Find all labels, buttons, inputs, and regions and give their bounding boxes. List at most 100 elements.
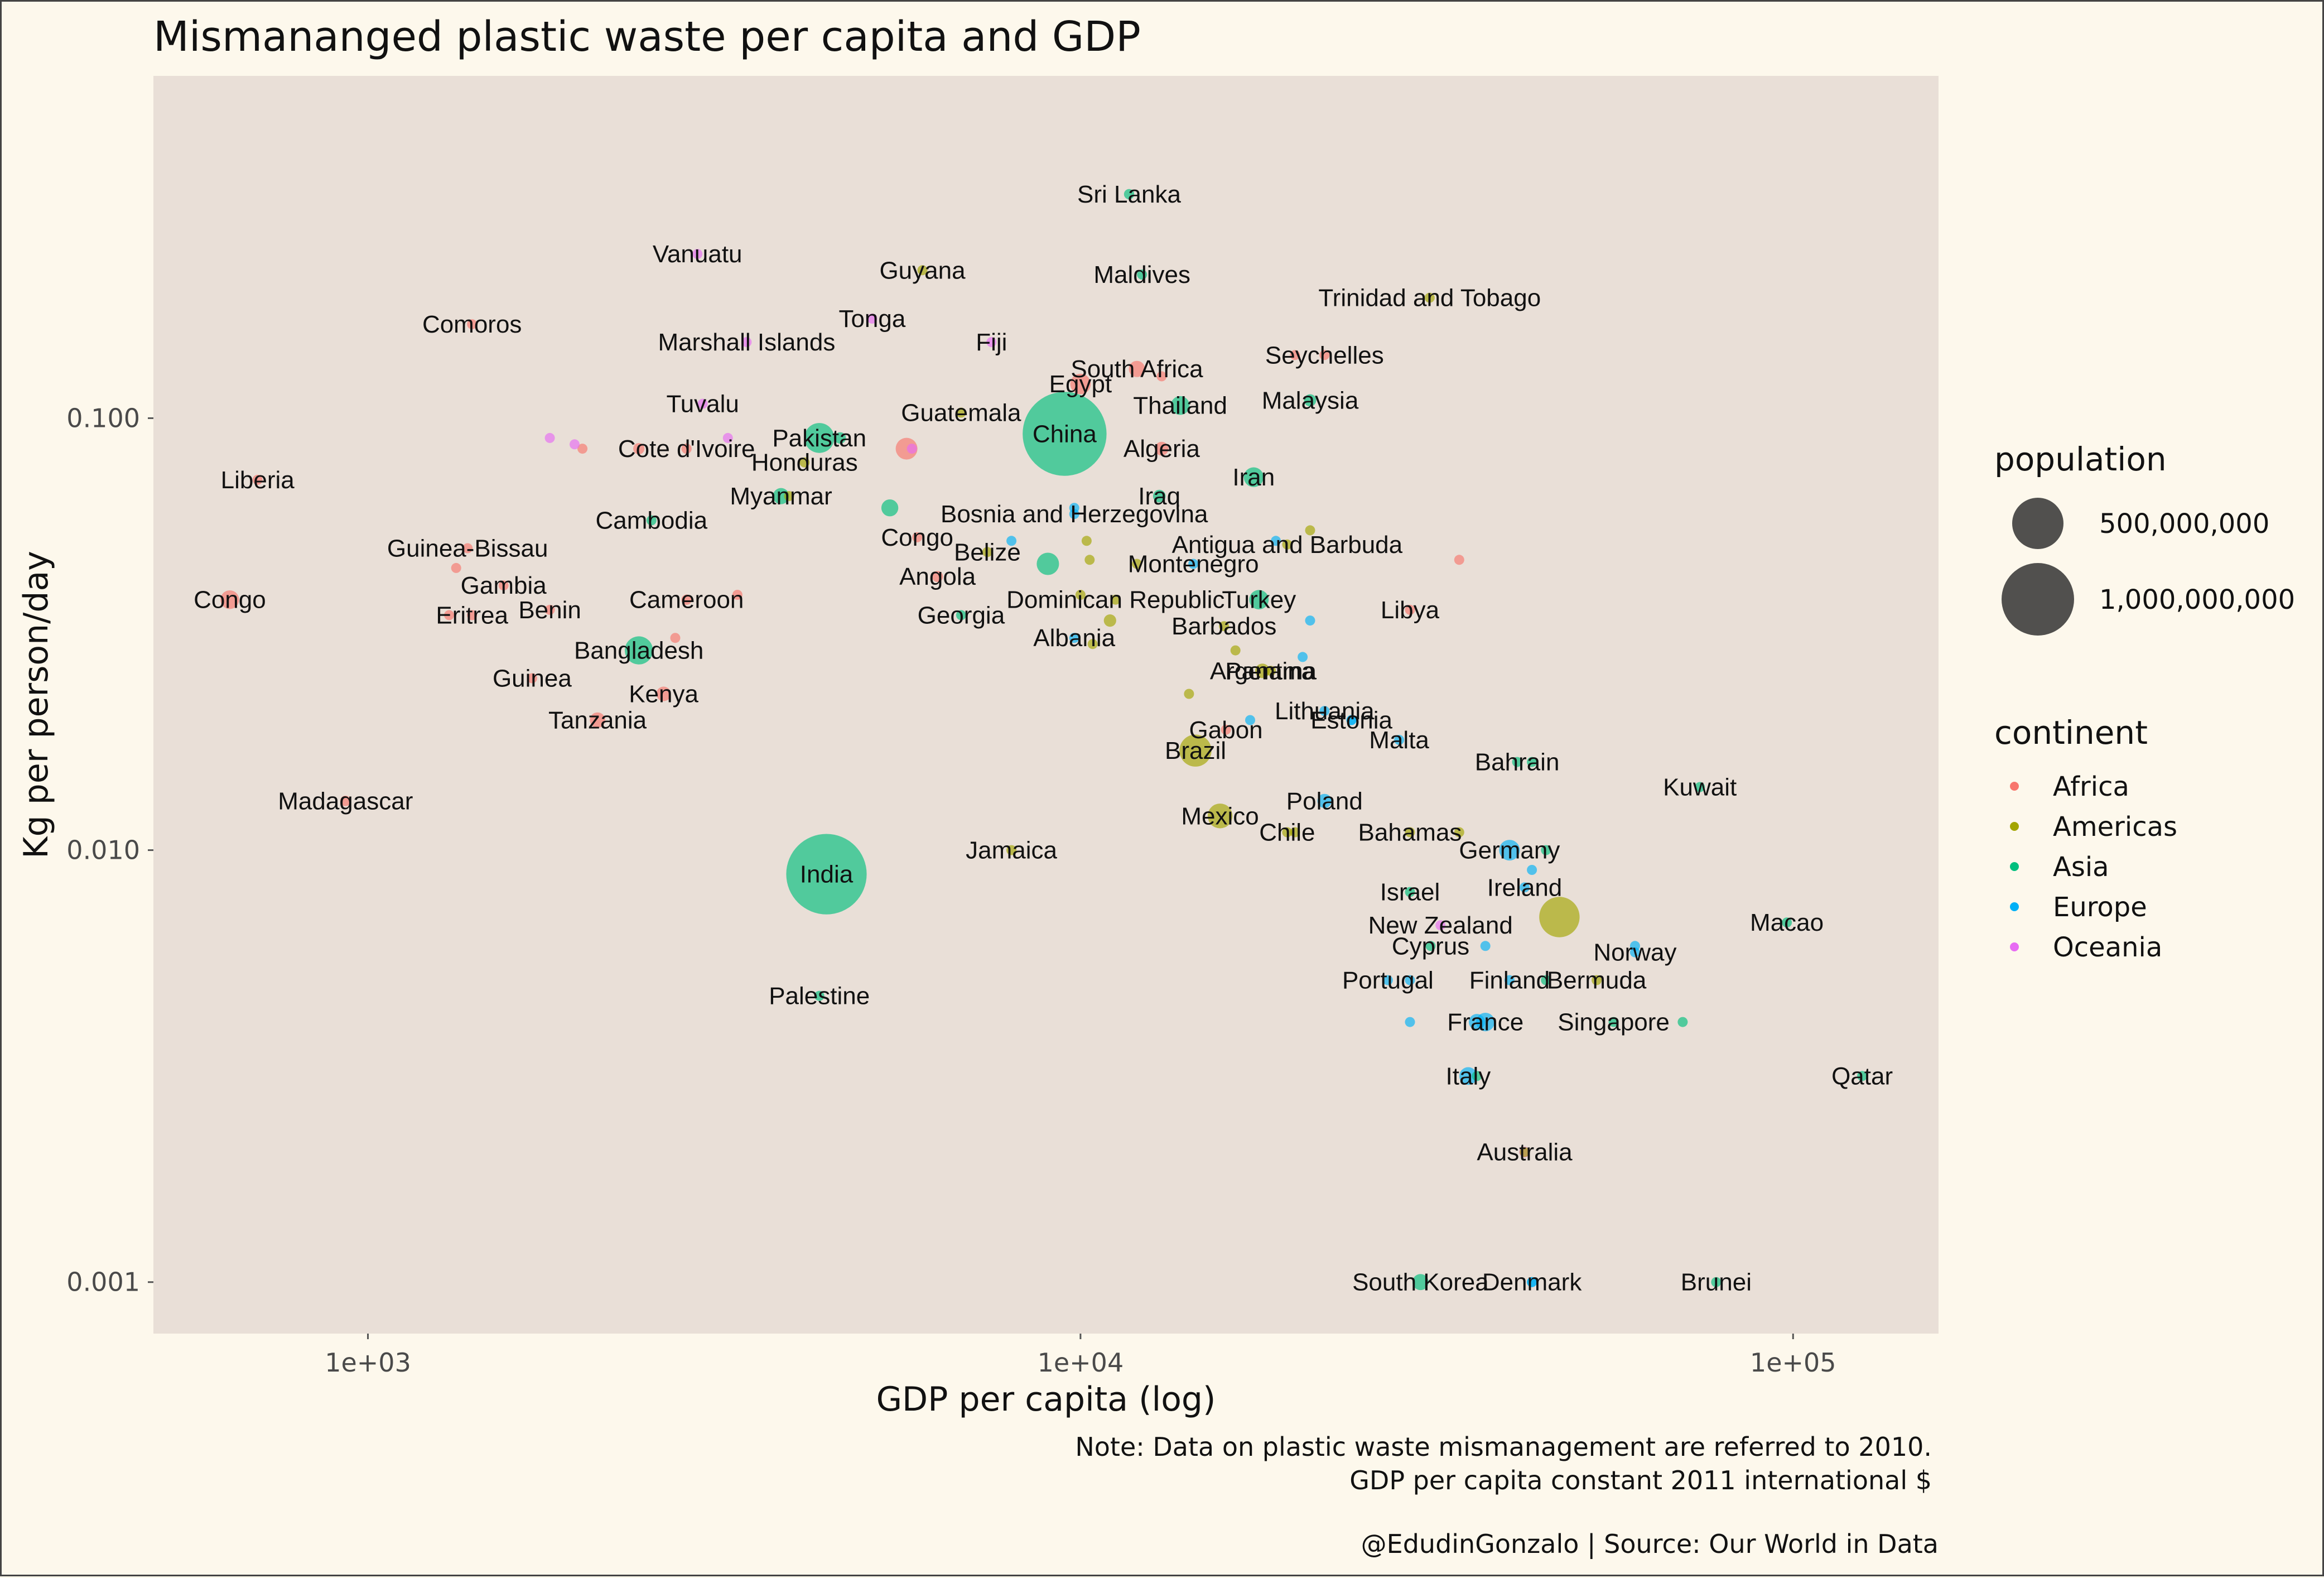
x-axis-title: GDP per capita (log) bbox=[876, 1380, 1216, 1419]
data-point bbox=[1230, 645, 1241, 656]
y-tick-label: 0.100 bbox=[66, 403, 140, 433]
point-label: Comoros bbox=[422, 311, 522, 338]
data-point bbox=[467, 319, 478, 330]
point-label: Gambia bbox=[461, 572, 547, 599]
data-point bbox=[732, 590, 742, 600]
data-point bbox=[1527, 1277, 1537, 1287]
data-point bbox=[1188, 559, 1199, 569]
data-point bbox=[1677, 1017, 1688, 1027]
point-label: Brunei bbox=[1681, 1269, 1752, 1296]
data-point bbox=[252, 474, 263, 485]
point-label: Barbados bbox=[1171, 613, 1276, 640]
data-point bbox=[1629, 941, 1640, 951]
point-label: Liberia bbox=[221, 466, 295, 494]
data-point bbox=[1592, 975, 1602, 985]
point-label: South Africa bbox=[1071, 355, 1203, 383]
legend-size-label: 500,000,000 bbox=[2099, 508, 2269, 540]
data-point bbox=[1405, 887, 1415, 897]
point-label: Thailand bbox=[1133, 392, 1227, 420]
data-point bbox=[1110, 594, 1121, 605]
data-point bbox=[1069, 633, 1079, 643]
point-label: Benin bbox=[518, 596, 581, 624]
point-label: Libya bbox=[1381, 596, 1440, 624]
data-point bbox=[590, 712, 605, 728]
point-label: South Korea bbox=[1352, 1269, 1489, 1296]
point-label: Eritrea bbox=[436, 602, 508, 629]
point-label: Egypt bbox=[1049, 371, 1112, 398]
data-point bbox=[625, 636, 653, 665]
data-point bbox=[1319, 706, 1330, 716]
note-line-2: GDP per capita constant 2011 internation… bbox=[1349, 1465, 1932, 1495]
point-label: Cambodia bbox=[596, 507, 708, 535]
legend-continent: continent Africa Americas Asia Europe Oceani… bbox=[1994, 714, 2177, 963]
data-point bbox=[1081, 536, 1092, 546]
point-label: Cameroon bbox=[629, 586, 744, 614]
legend-size-circle bbox=[2002, 563, 2074, 636]
data-point bbox=[544, 432, 555, 443]
legend-continent-title: continent bbox=[1994, 714, 2148, 752]
data-point bbox=[670, 633, 681, 643]
data-point bbox=[1179, 734, 1212, 767]
data-point bbox=[451, 562, 461, 573]
data-point bbox=[1469, 1014, 1485, 1031]
chart-title: Mismananged plastic waste per capita and… bbox=[153, 13, 1141, 61]
data-point bbox=[956, 407, 966, 418]
data-point bbox=[799, 457, 810, 468]
point-label: Trinidad and Tobago bbox=[1318, 285, 1541, 312]
data-point bbox=[1282, 827, 1293, 838]
point-label: Germany bbox=[1459, 837, 1560, 864]
x-tick-label: 1e+03 bbox=[325, 1348, 411, 1378]
point-label: Tonga bbox=[838, 305, 905, 333]
data-point bbox=[1504, 975, 1515, 985]
point-label: Cote d'Ivoire bbox=[618, 435, 755, 463]
points-layer bbox=[220, 189, 1868, 1291]
data-point bbox=[1541, 845, 1551, 855]
point-label: Belize bbox=[954, 538, 1021, 566]
data-point bbox=[986, 337, 997, 348]
point-label: Guinea bbox=[493, 665, 572, 692]
point-label: Qatar bbox=[1831, 1062, 1893, 1090]
data-point bbox=[527, 673, 537, 684]
data-point bbox=[895, 437, 918, 460]
point-label: Gabon bbox=[1189, 716, 1263, 744]
point-label: Angola bbox=[899, 563, 976, 590]
data-point bbox=[1087, 639, 1098, 650]
point-label: Cyprus bbox=[1392, 932, 1469, 960]
data-point bbox=[982, 547, 992, 557]
data-point bbox=[1346, 715, 1357, 725]
legend-continent-label: Europe bbox=[2053, 892, 2147, 923]
data-point bbox=[1539, 897, 1580, 937]
x-axis-ticks: 1e+03 1e+04 1e+05 bbox=[325, 1334, 1836, 1378]
point-label: Ireland bbox=[1487, 874, 1563, 901]
data-point bbox=[1170, 396, 1190, 415]
data-point bbox=[1435, 920, 1446, 931]
data-point bbox=[1156, 371, 1167, 382]
point-label: Antigua and Barbuda bbox=[1172, 531, 1403, 559]
data-point bbox=[681, 594, 692, 605]
point-label: Turkey bbox=[1222, 586, 1296, 614]
point-label: Dominican Republic bbox=[1006, 586, 1224, 614]
data-point bbox=[340, 796, 351, 806]
point-label: Honduras bbox=[751, 449, 858, 477]
data-point bbox=[1499, 840, 1520, 861]
data-point bbox=[1412, 1274, 1429, 1291]
data-point bbox=[570, 439, 580, 450]
data-point bbox=[544, 604, 555, 615]
point-label: Denmark bbox=[1482, 1269, 1582, 1296]
point-label: Guyana bbox=[879, 257, 966, 284]
point-label: Norway bbox=[1593, 939, 1676, 966]
point-label: New Zealand bbox=[1368, 912, 1513, 939]
data-point bbox=[1070, 373, 1091, 394]
data-point bbox=[1305, 615, 1315, 626]
point-labels-layer: Sri Lanka Vanuatu Guyana Maldives Trinidad a… bbox=[194, 181, 1893, 1296]
data-point bbox=[1282, 539, 1293, 550]
point-label: Georgia bbox=[918, 602, 1005, 629]
data-point bbox=[1405, 827, 1415, 838]
point-label: Chile bbox=[1259, 819, 1315, 846]
point-label: Guinea-Bissau bbox=[387, 535, 548, 562]
data-point bbox=[1290, 827, 1300, 838]
point-label: Malta bbox=[1369, 727, 1429, 754]
y-axis-ticks: 0.001 0.010 0.100 bbox=[66, 403, 153, 1297]
data-point bbox=[656, 686, 671, 701]
data-point bbox=[1245, 715, 1255, 725]
